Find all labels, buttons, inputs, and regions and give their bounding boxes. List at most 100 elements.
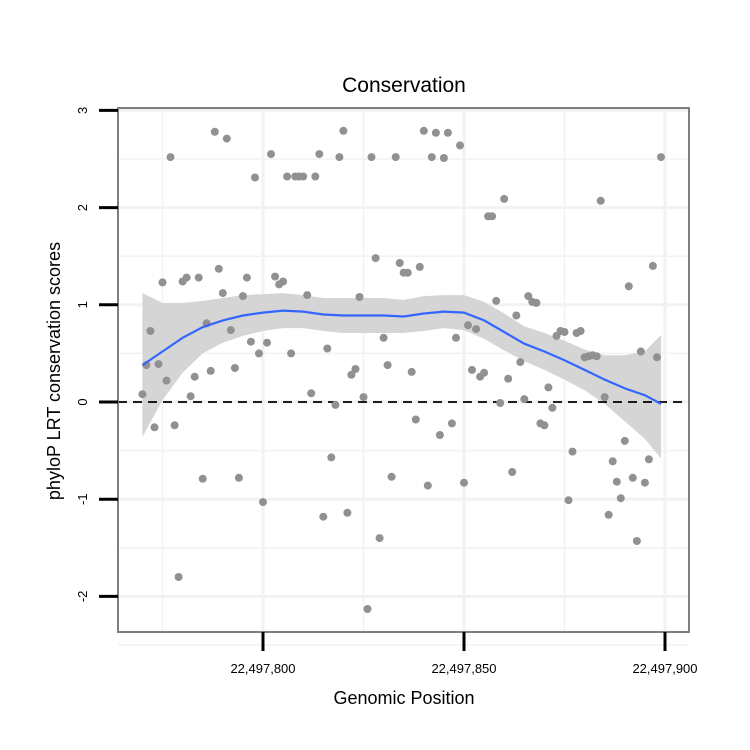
- data-point: [194, 273, 203, 282]
- data-point: [311, 172, 320, 181]
- data-point: [198, 474, 207, 483]
- data-point: [391, 153, 400, 162]
- data-point: [182, 273, 191, 282]
- data-point: [496, 399, 505, 407]
- data-point: [154, 360, 163, 369]
- data-point: [307, 389, 316, 398]
- data-point: [443, 128, 452, 137]
- y-tick-label: 0: [75, 398, 90, 405]
- data-point: [238, 292, 247, 301]
- data-point: [383, 361, 392, 370]
- x-tick-label: 22,497,900: [632, 661, 697, 676]
- data-point: [190, 372, 199, 381]
- y-axis-label: phyloP LRT conservation scores: [44, 242, 64, 500]
- data-point: [166, 153, 175, 162]
- data-point: [323, 344, 332, 353]
- data-point: [403, 268, 412, 277]
- data-point: [162, 376, 171, 385]
- data-point: [234, 473, 243, 482]
- chart-title: Conservation: [342, 74, 466, 97]
- data-point: [255, 349, 263, 358]
- data-point: [423, 481, 432, 490]
- data-point: [488, 212, 497, 221]
- data-point: [460, 478, 468, 487]
- data-point: [367, 153, 376, 162]
- data-point: [532, 298, 541, 307]
- data-point: [492, 296, 501, 305]
- panel-border: [117, 107, 690, 633]
- data-point: [415, 262, 424, 271]
- data-point: [427, 153, 436, 162]
- data-point: [319, 512, 328, 521]
- data-point: [387, 472, 396, 481]
- data-point: [620, 436, 629, 445]
- x-tick-label: 22,497,850: [431, 661, 496, 676]
- data-point: [540, 421, 549, 430]
- data-point: [343, 508, 352, 517]
- data-point: [242, 273, 251, 282]
- data-point: [226, 326, 235, 335]
- data-point: [435, 431, 444, 439]
- data-point: [218, 289, 227, 298]
- data-point: [632, 537, 641, 545]
- data-point: [138, 390, 147, 399]
- data-point: [628, 473, 637, 482]
- data-point: [516, 358, 525, 367]
- x-axis: 22,497,800 22,497,850 22,497,900: [230, 632, 698, 676]
- data-point: [608, 457, 617, 466]
- data-point: [331, 400, 340, 409]
- data-point: [283, 172, 292, 181]
- data-point: [355, 293, 364, 301]
- x-axis-label: Genomic Position: [333, 688, 474, 708]
- data-point: [222, 134, 231, 143]
- data-point: [150, 423, 159, 432]
- data-point: [299, 172, 308, 181]
- data-point: [447, 419, 456, 428]
- data-point: [407, 367, 416, 376]
- data-point: [271, 272, 280, 281]
- y-tick-label: 1: [75, 301, 90, 308]
- data-point: [259, 498, 267, 507]
- data-point: [263, 338, 271, 347]
- data-point: [616, 494, 625, 503]
- data-point: [395, 259, 404, 267]
- data-point: [419, 126, 428, 135]
- data-point: [480, 368, 489, 377]
- confidence-band: [142, 293, 661, 459]
- confidence-ribbon: [142, 293, 661, 459]
- data-point: [508, 468, 517, 476]
- data-point: [327, 453, 336, 462]
- data-point: [644, 455, 653, 464]
- data-point: [335, 153, 344, 162]
- data-point: [230, 364, 239, 372]
- data-point: [560, 328, 569, 336]
- data-point: [279, 277, 288, 286]
- data-point: [452, 333, 460, 342]
- data-point: [347, 370, 356, 379]
- data-point: [287, 349, 296, 358]
- data-point: [186, 392, 195, 401]
- data-point: [600, 393, 609, 402]
- data-point: [158, 278, 167, 287]
- data-point: [431, 128, 440, 137]
- data-point: [170, 421, 179, 430]
- data-point: [520, 395, 529, 404]
- smooth-line: [141, 309, 662, 405]
- data-point: [371, 254, 380, 263]
- data-point: [612, 477, 621, 486]
- data-point: [456, 141, 464, 150]
- y-tick-label: 3: [75, 107, 90, 114]
- smooth-curve: [141, 309, 662, 405]
- data-point: [375, 534, 384, 543]
- data-point: [604, 510, 613, 519]
- data-point: [636, 347, 645, 356]
- data-point: [267, 150, 275, 159]
- data-point: [624, 282, 633, 291]
- data-point: [592, 352, 601, 361]
- data-point: [640, 478, 649, 487]
- data-point: [564, 496, 573, 505]
- data-points: [138, 126, 665, 613]
- data-point: [653, 353, 661, 362]
- data-point: [206, 366, 215, 375]
